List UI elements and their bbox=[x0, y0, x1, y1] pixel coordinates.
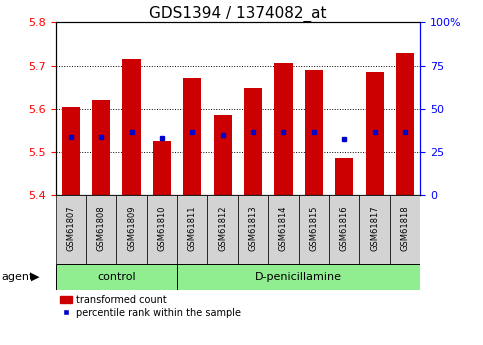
Bar bbox=[153, 141, 171, 195]
Text: GSM61818: GSM61818 bbox=[400, 205, 410, 251]
Bar bbox=[366, 72, 384, 195]
Text: ▶: ▶ bbox=[31, 272, 40, 282]
Bar bbox=[122, 59, 141, 195]
Text: GSM61811: GSM61811 bbox=[188, 205, 197, 251]
Bar bbox=[268, 195, 298, 264]
Bar bbox=[56, 195, 86, 264]
Bar bbox=[208, 195, 238, 264]
Text: agent: agent bbox=[1, 272, 34, 282]
Bar bbox=[359, 195, 390, 264]
Text: GSM61815: GSM61815 bbox=[309, 205, 318, 251]
Text: GSM61807: GSM61807 bbox=[66, 205, 75, 251]
Text: GSM61810: GSM61810 bbox=[157, 205, 167, 251]
Bar bbox=[305, 70, 323, 195]
Text: GSM61813: GSM61813 bbox=[249, 205, 257, 251]
Bar bbox=[56, 264, 177, 290]
Bar bbox=[329, 195, 359, 264]
Legend: transformed count, percentile rank within the sample: transformed count, percentile rank withi… bbox=[60, 295, 241, 318]
Bar bbox=[177, 195, 208, 264]
Text: GSM61814: GSM61814 bbox=[279, 205, 288, 251]
Title: GDS1394 / 1374082_at: GDS1394 / 1374082_at bbox=[149, 6, 327, 22]
Bar bbox=[92, 100, 110, 195]
Text: GSM61816: GSM61816 bbox=[340, 205, 349, 251]
Text: GSM61808: GSM61808 bbox=[97, 205, 106, 251]
Bar bbox=[335, 158, 354, 195]
Bar bbox=[396, 52, 414, 195]
Text: GSM61817: GSM61817 bbox=[370, 205, 379, 251]
Bar bbox=[183, 79, 201, 195]
Bar bbox=[238, 195, 268, 264]
Bar bbox=[116, 195, 147, 264]
Text: GSM61812: GSM61812 bbox=[218, 205, 227, 251]
Text: GSM61809: GSM61809 bbox=[127, 205, 136, 251]
Bar bbox=[86, 195, 116, 264]
Bar bbox=[147, 195, 177, 264]
Bar bbox=[298, 195, 329, 264]
Bar bbox=[213, 115, 232, 195]
Bar bbox=[177, 264, 420, 290]
Text: D-penicillamine: D-penicillamine bbox=[255, 272, 342, 282]
Text: control: control bbox=[97, 272, 136, 282]
Bar bbox=[274, 63, 293, 195]
Bar bbox=[62, 107, 80, 195]
Bar bbox=[244, 88, 262, 195]
Bar bbox=[390, 195, 420, 264]
